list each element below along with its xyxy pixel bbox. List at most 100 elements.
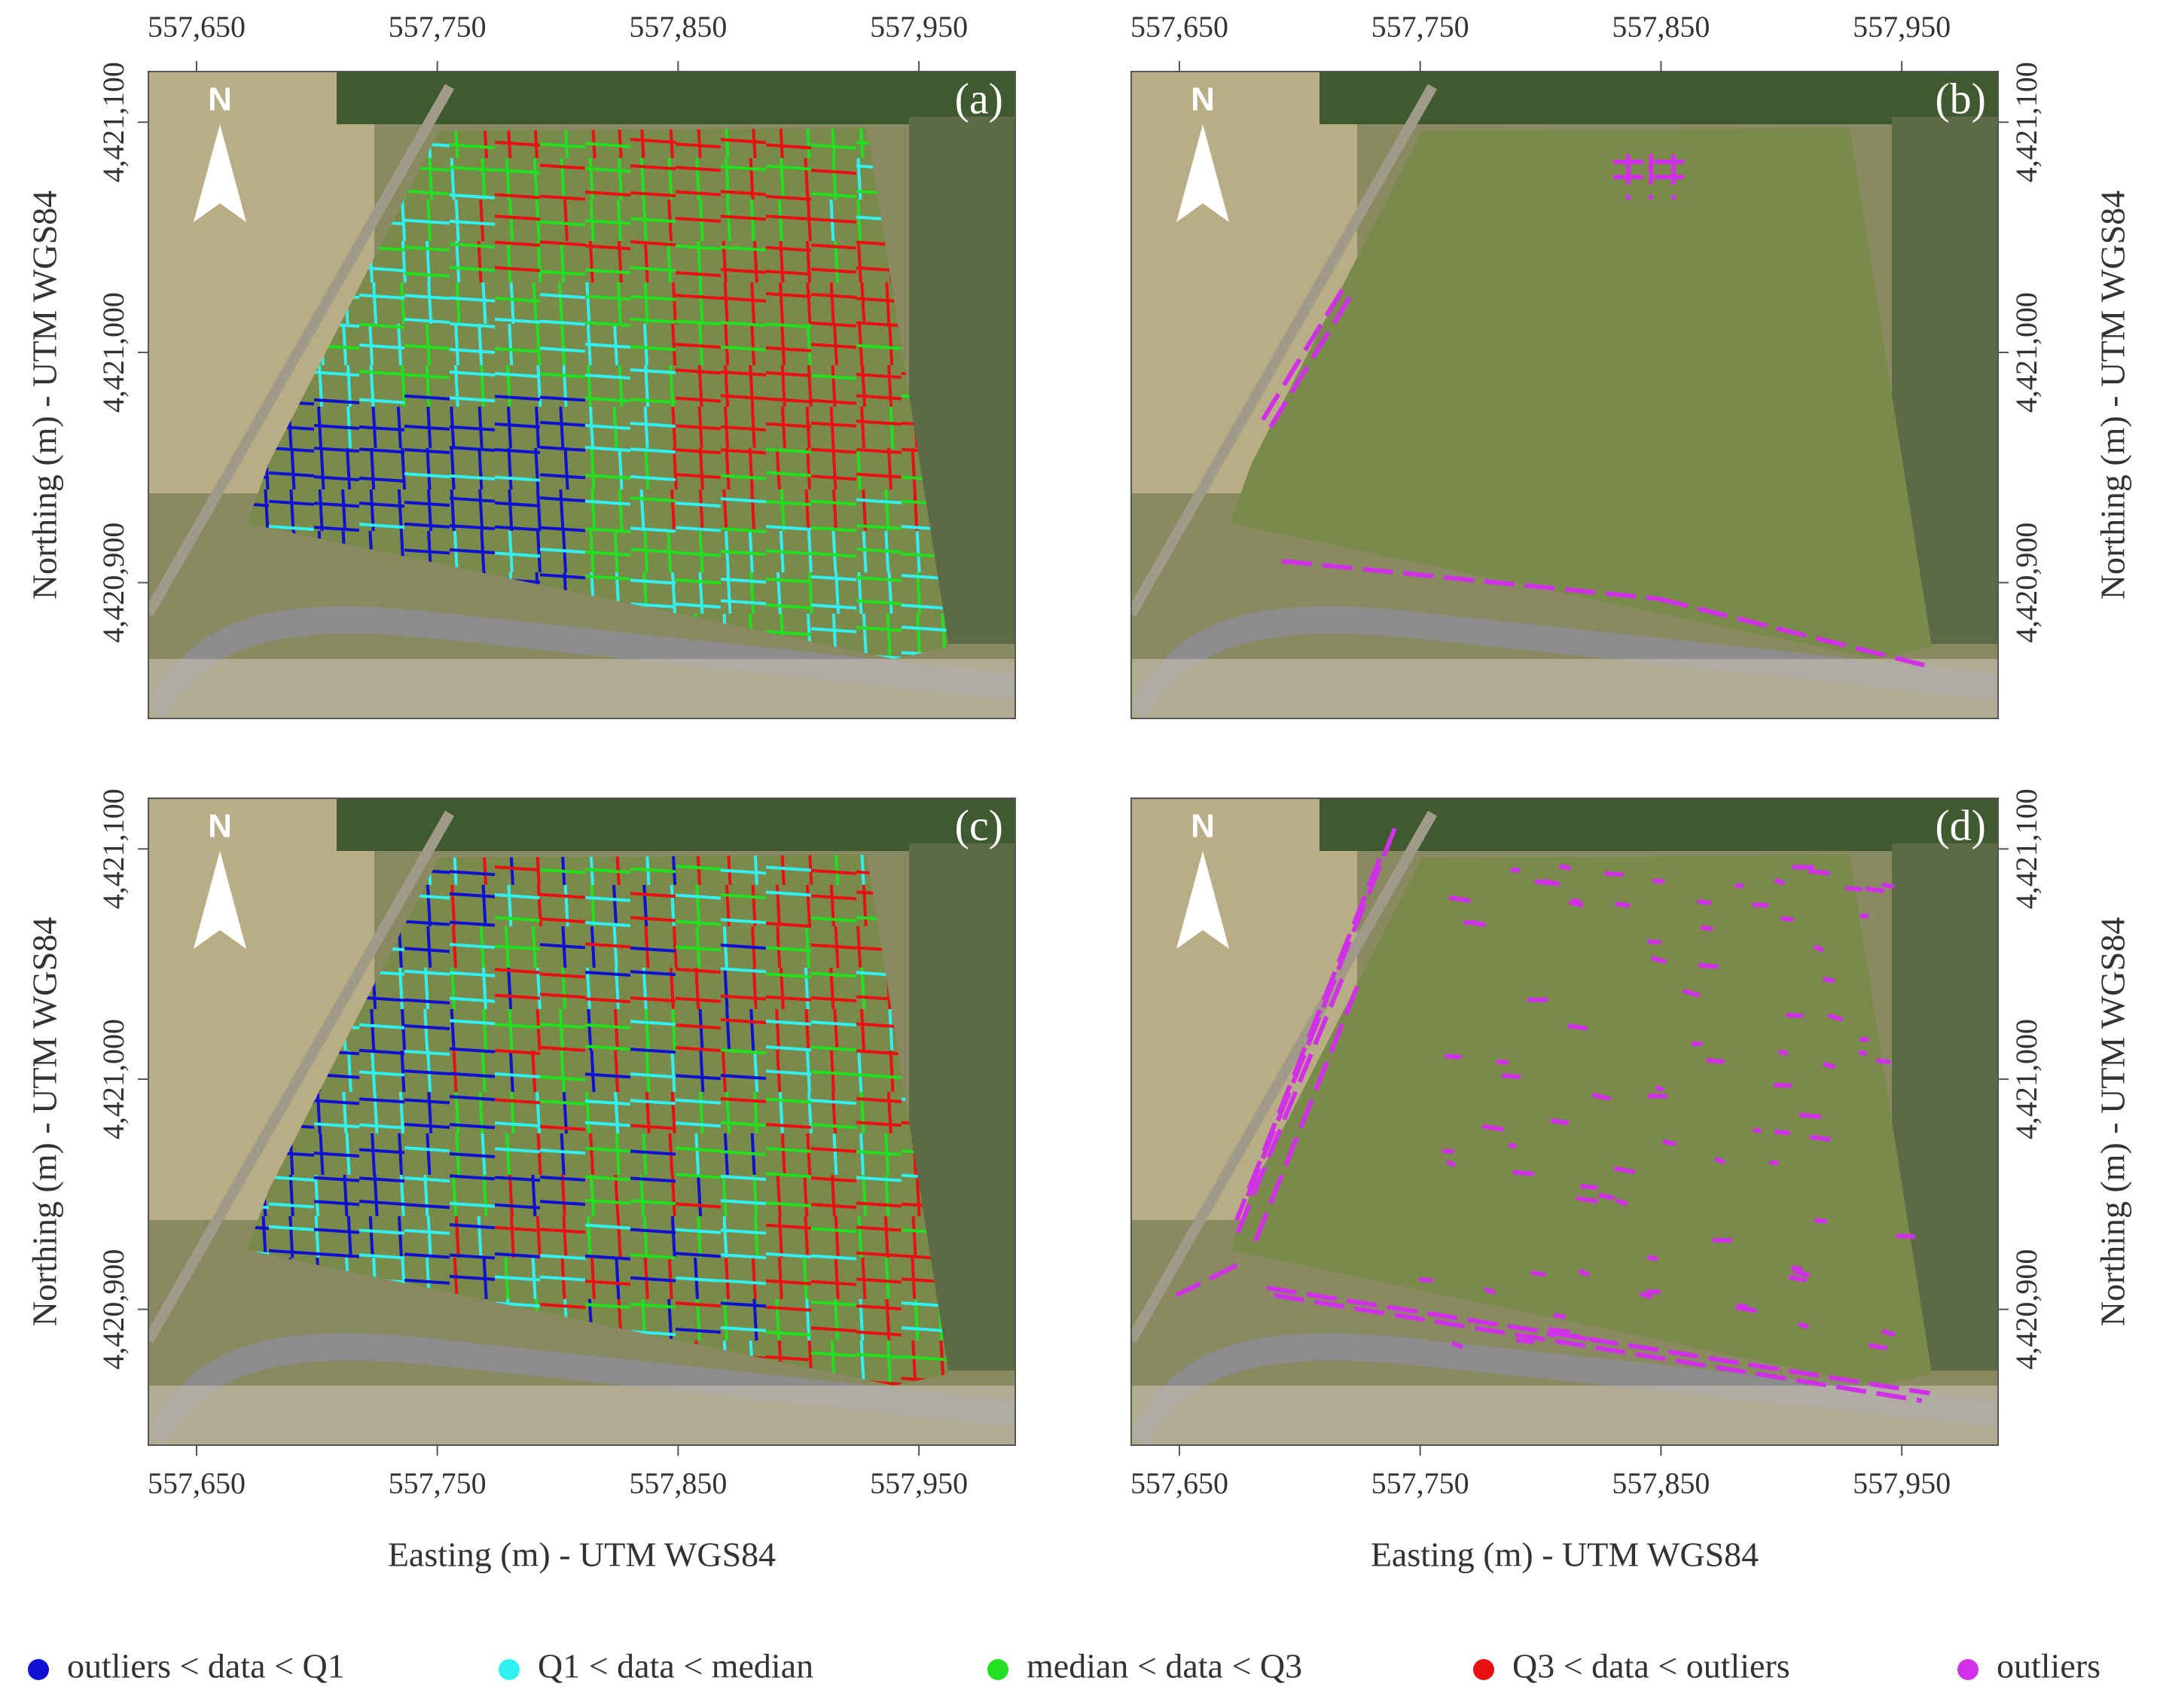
survey-segment [694,1133,700,1176]
survey-segment [539,194,586,201]
survey-segment [584,268,631,275]
survey-segment [675,294,722,300]
survey-segment [584,1100,631,1106]
survey-segment [585,1091,590,1134]
survey-segment [675,1202,722,1209]
outlier-segment [1712,1237,1732,1243]
survey-segment [404,218,450,225]
survey-segment [531,1050,537,1093]
survey-segment [539,293,586,300]
survey-segment [725,199,731,242]
survey-segment [675,368,722,375]
survey-segment [494,944,541,951]
survey-segment [765,1123,812,1129]
outlier-segment [1752,902,1769,908]
y-tick-label: 4,420,900 [96,523,130,643]
survey-segment [698,282,704,325]
survey-segment [725,447,731,490]
survey-segment [667,240,673,283]
survey-segment [404,920,450,926]
survey-segment [397,1215,403,1258]
survey-segment [630,970,676,977]
survey-segment [862,613,868,656]
survey-segment [404,947,450,953]
survey-segment [720,321,767,328]
survey-segment [720,1150,767,1157]
survey-segment [630,526,676,533]
x-tick-label: 557,650 [1130,10,1228,44]
survey-segment [696,128,702,159]
survey-segment [313,371,360,377]
survey-segment [453,1257,459,1300]
legend-label: Q3 < data < outliers [1512,1647,1790,1685]
survey-segment [404,448,450,455]
survey-segment [810,1279,857,1286]
x-tick-label: 557,750 [389,1466,487,1500]
survey-segment [765,194,812,201]
survey-segment [834,855,840,886]
survey-segment [720,994,767,1001]
survey-segment [404,1146,450,1153]
survey-segment [539,445,586,452]
outlier-segment [1700,925,1713,932]
survey-segment [720,425,767,432]
survey-segment [804,157,810,200]
survey-segment [346,1050,352,1093]
x-tick-label: 557,950 [870,10,968,44]
survey-segment [404,318,450,325]
survey-segment [886,613,892,656]
outlier-segment [1613,1166,1636,1175]
survey-segment [630,1020,676,1026]
outlier-segment [1265,296,1352,435]
outlier-segment [1249,985,1359,1252]
survey-segment [630,892,676,898]
survey-segment [535,855,541,886]
survey-segment [630,138,676,145]
survey-segment [584,1198,631,1205]
legend-marker [1957,1659,1979,1680]
survey-segment [765,164,812,171]
survey-segment [584,895,631,902]
survey-segment [810,398,857,405]
survey-segment [449,474,496,480]
survey-segment [639,128,645,159]
survey-segment [698,489,704,532]
survey-segment [675,1098,722,1105]
outlier-segment [1501,1073,1521,1079]
outlier-segment [1484,1286,1496,1295]
survey-segment [810,943,857,950]
survey-segment [559,489,565,532]
survey-segment [450,489,456,532]
survey-segment [810,292,857,299]
survey-segment [750,489,756,532]
survey-segment [630,946,676,953]
survey-segment [860,282,866,325]
survey-segment [722,489,728,532]
aerial-image [1131,72,1998,718]
outlier-segment [1652,878,1664,884]
survey-segment [630,1176,676,1183]
survey-segment [829,406,835,449]
survey-segment [857,1050,863,1093]
survey-segment [765,1201,812,1208]
survey-segment [535,1215,542,1258]
outlier-segment [1281,559,1659,601]
survey-segment [810,447,857,454]
survey-segment [721,1050,727,1093]
survey-segment [539,868,586,874]
survey-segment [288,1174,294,1217]
legend-label: outliers < data < Q1 [67,1647,345,1685]
survey-segment [810,1123,857,1130]
survey-segment [778,282,784,325]
north-arrow [194,124,246,222]
survey-segment [404,1203,450,1209]
survey-segment [584,942,631,949]
survey-segment [358,1123,405,1130]
survey-segment [539,1075,586,1081]
survey-segment [613,530,619,573]
survey-segment [750,406,756,449]
survey-segment [396,323,402,366]
survey-segment [494,346,541,353]
survey-segment [539,142,586,149]
outlier-segment [1661,1139,1676,1147]
